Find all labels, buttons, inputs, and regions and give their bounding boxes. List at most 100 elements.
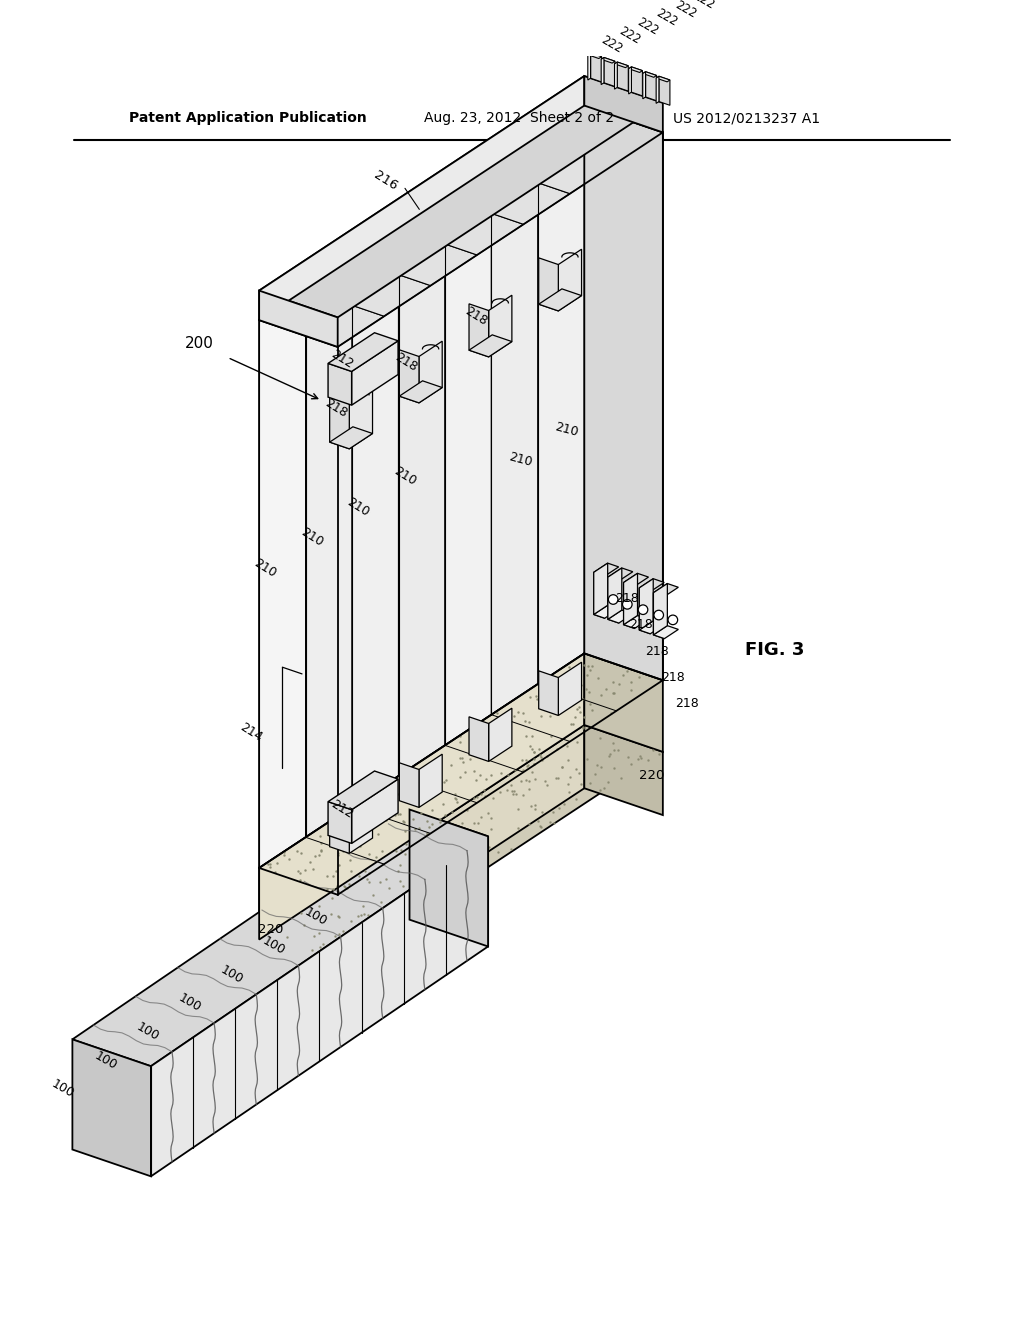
Polygon shape	[151, 837, 488, 1176]
Text: 100: 100	[49, 1078, 77, 1101]
Text: 210: 210	[507, 450, 534, 470]
Polygon shape	[656, 77, 670, 82]
Polygon shape	[594, 606, 618, 618]
Text: 200: 200	[184, 335, 213, 351]
Polygon shape	[398, 198, 523, 255]
Polygon shape	[488, 709, 512, 762]
Circle shape	[608, 595, 617, 605]
Polygon shape	[588, 53, 591, 81]
Polygon shape	[608, 568, 622, 619]
Text: 222: 222	[616, 24, 643, 46]
Circle shape	[623, 599, 632, 609]
Polygon shape	[330, 396, 349, 449]
Polygon shape	[328, 801, 351, 843]
Polygon shape	[328, 771, 398, 809]
Text: Aug. 23, 2012  Sheet 2 of 2: Aug. 23, 2012 Sheet 2 of 2	[424, 111, 614, 125]
Polygon shape	[399, 381, 442, 403]
Polygon shape	[585, 653, 663, 752]
Polygon shape	[601, 58, 615, 63]
Polygon shape	[608, 610, 633, 623]
Polygon shape	[585, 106, 663, 680]
Polygon shape	[259, 289, 305, 869]
Text: 216: 216	[372, 169, 400, 193]
Polygon shape	[653, 626, 678, 639]
Polygon shape	[349, 800, 373, 854]
Polygon shape	[601, 58, 604, 84]
Text: 210: 210	[345, 495, 372, 519]
Polygon shape	[330, 809, 349, 854]
Polygon shape	[445, 166, 492, 746]
Polygon shape	[538, 106, 663, 164]
Polygon shape	[259, 940, 338, 1030]
Text: 220: 220	[639, 768, 665, 781]
Polygon shape	[643, 71, 645, 99]
Polygon shape	[643, 71, 656, 78]
Polygon shape	[398, 198, 445, 776]
Polygon shape	[352, 228, 398, 807]
Text: 214: 214	[238, 721, 264, 743]
Polygon shape	[594, 573, 605, 618]
Text: 210: 210	[298, 525, 326, 549]
Text: FIG. 3: FIG. 3	[744, 640, 804, 659]
Polygon shape	[539, 671, 558, 715]
Text: Patent Application Publication: Patent Application Publication	[129, 111, 367, 125]
Text: 218: 218	[675, 697, 698, 710]
Text: 218: 218	[462, 305, 489, 329]
Polygon shape	[624, 615, 648, 628]
Polygon shape	[492, 136, 616, 194]
Polygon shape	[259, 290, 338, 347]
Polygon shape	[259, 653, 663, 895]
Polygon shape	[645, 71, 656, 100]
Polygon shape	[259, 321, 338, 895]
Text: 100: 100	[176, 991, 203, 1015]
Polygon shape	[352, 228, 477, 285]
Polygon shape	[73, 809, 488, 1067]
Text: 100: 100	[218, 962, 246, 986]
Polygon shape	[538, 106, 585, 684]
Polygon shape	[259, 653, 585, 940]
Polygon shape	[492, 136, 538, 714]
Text: 100: 100	[92, 1049, 119, 1072]
Polygon shape	[488, 296, 512, 356]
Text: 210: 210	[252, 556, 279, 579]
Polygon shape	[73, 1039, 151, 1176]
Polygon shape	[305, 259, 352, 837]
Polygon shape	[585, 725, 663, 814]
Text: 222: 222	[673, 0, 698, 21]
Polygon shape	[259, 77, 663, 317]
Polygon shape	[445, 166, 570, 224]
Polygon shape	[629, 67, 642, 73]
Polygon shape	[259, 725, 585, 1003]
Polygon shape	[259, 725, 663, 966]
Text: 210: 210	[553, 420, 580, 438]
Polygon shape	[539, 289, 582, 312]
Polygon shape	[259, 289, 384, 347]
Text: 218: 218	[660, 671, 685, 684]
Polygon shape	[639, 578, 653, 630]
Polygon shape	[608, 577, 618, 623]
Text: 218: 218	[630, 618, 653, 631]
Polygon shape	[558, 249, 582, 312]
Polygon shape	[632, 67, 642, 96]
Polygon shape	[351, 779, 398, 843]
Text: 100: 100	[260, 935, 288, 957]
Text: 218: 218	[392, 351, 420, 375]
Polygon shape	[629, 67, 632, 94]
Polygon shape	[419, 341, 442, 403]
Text: 222: 222	[635, 15, 660, 38]
Polygon shape	[349, 387, 373, 449]
Text: 222: 222	[599, 33, 625, 55]
Text: 100: 100	[134, 1020, 161, 1044]
Polygon shape	[639, 578, 665, 591]
Polygon shape	[594, 564, 607, 615]
Polygon shape	[653, 583, 678, 597]
Polygon shape	[469, 717, 488, 762]
Polygon shape	[614, 62, 617, 90]
Polygon shape	[614, 62, 629, 67]
Polygon shape	[539, 257, 558, 312]
Text: 100: 100	[302, 906, 330, 929]
Polygon shape	[558, 663, 582, 715]
Text: 210: 210	[391, 465, 418, 488]
Polygon shape	[399, 763, 419, 808]
Circle shape	[668, 615, 678, 624]
